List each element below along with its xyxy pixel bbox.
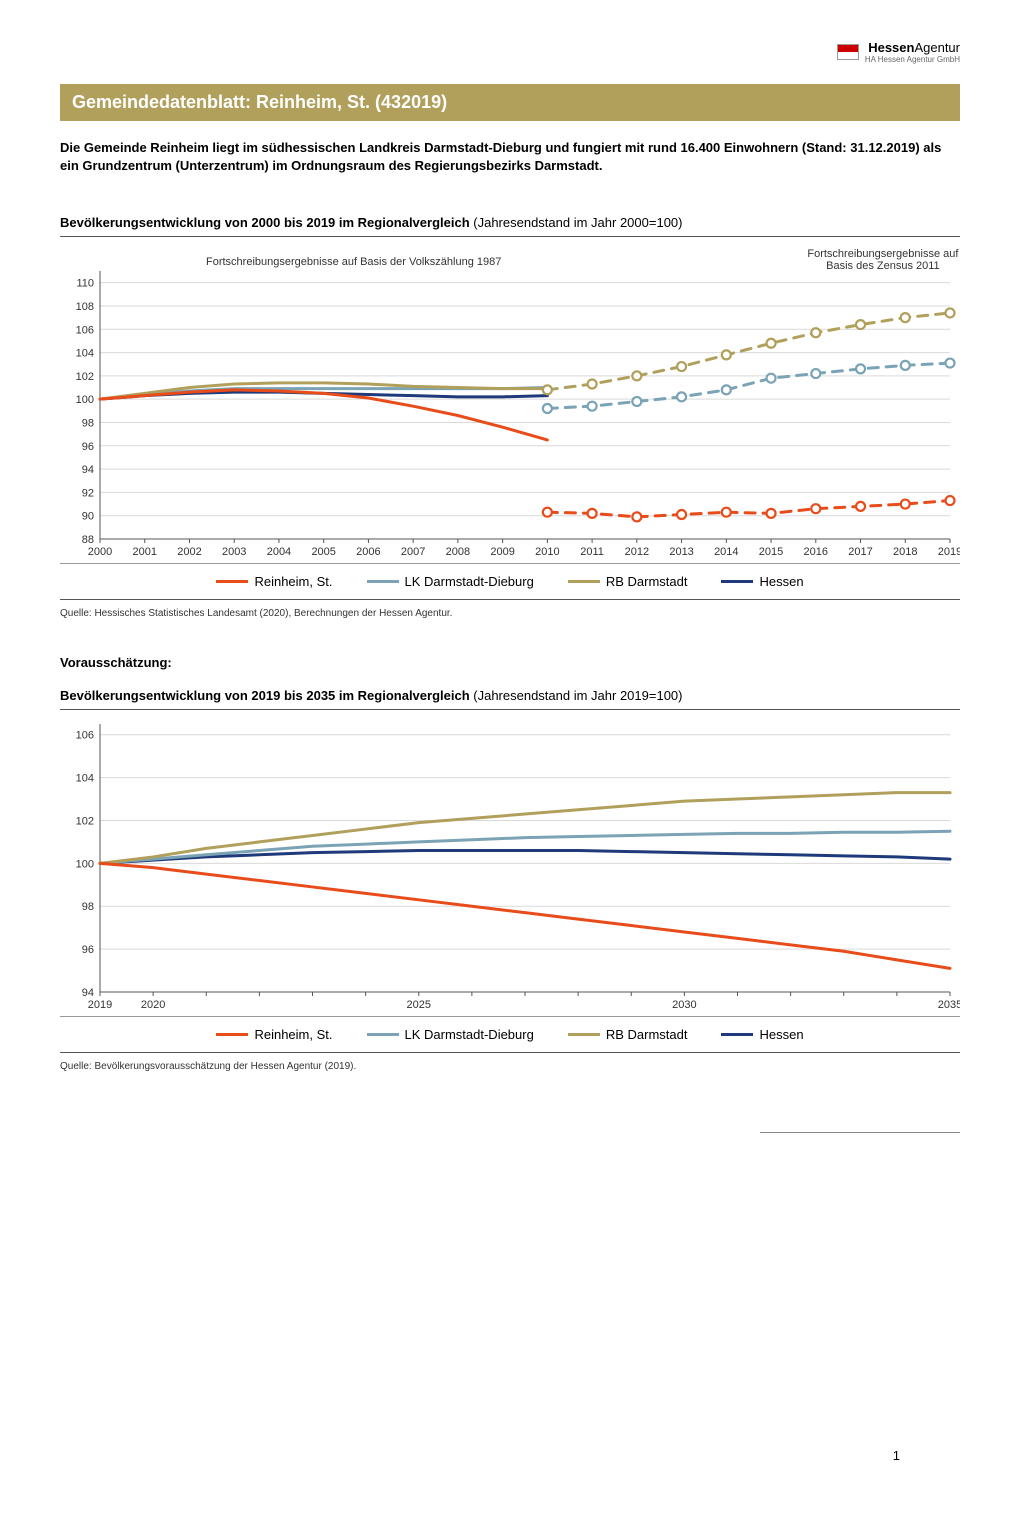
svg-text:106: 106 (76, 325, 94, 337)
svg-text:102: 102 (76, 371, 94, 383)
brand-logo: HessenAgentur HA Hessen Agentur GmbH (837, 40, 960, 64)
svg-text:Fortschreibungsergebnisse auf: Fortschreibungsergebnisse auf Basis der … (206, 256, 501, 268)
legend-swatch (568, 580, 600, 583)
svg-text:98: 98 (82, 418, 94, 430)
chart2-source: Quelle: Bevölkerungsvorausschätzung der … (60, 1061, 960, 1072)
svg-text:104: 104 (76, 348, 94, 360)
chart1-title-sub: (Jahresendstand im Jahr 2000=100) (470, 215, 683, 230)
svg-text:Basis des Zensus 2011: Basis des Zensus 2011 (826, 260, 940, 272)
svg-text:2000: 2000 (88, 546, 112, 558)
legend-swatch (367, 580, 399, 583)
footer-divider (760, 1132, 960, 1133)
legend-swatch (721, 580, 753, 583)
legend-label: Hessen (759, 1027, 803, 1042)
svg-text:2030: 2030 (672, 999, 696, 1011)
svg-text:2019: 2019 (88, 999, 112, 1011)
legend-item: Hessen (721, 1027, 803, 1042)
legend-item: Reinheim, St. (216, 574, 332, 589)
intro-paragraph: Die Gemeinde Reinheim liegt im südhessis… (60, 139, 960, 175)
chart2-title: Bevölkerungsentwicklung von 2019 bis 203… (60, 688, 960, 703)
legend-label: RB Darmstadt (606, 1027, 688, 1042)
svg-text:Fortschreibungsergebnisse auf: Fortschreibungsergebnisse auf (807, 248, 959, 260)
svg-text:96: 96 (82, 944, 94, 956)
legend-label: Hessen (759, 574, 803, 589)
header-logo: HessenAgentur HA Hessen Agentur GmbH (60, 40, 960, 64)
svg-text:2001: 2001 (132, 546, 156, 558)
svg-text:88: 88 (82, 534, 94, 546)
legend-item: RB Darmstadt (568, 1027, 688, 1042)
svg-text:2019: 2019 (938, 546, 960, 558)
chart2-svg: 94 96 98 100 102 104 106 2019 2020 2025 2030 2035 (60, 716, 960, 1016)
svg-text:102: 102 (76, 816, 94, 828)
hessen-flag-icon (837, 44, 859, 60)
legend-item: LK Darmstadt-Dieburg (367, 574, 534, 589)
legend-label: Reinheim, St. (254, 1027, 332, 1042)
chart1-source: Quelle: Hessisches Statistisches Landesa… (60, 608, 960, 619)
legend-swatch (216, 1033, 248, 1036)
svg-text:94: 94 (82, 464, 94, 476)
chart2-legend: Reinheim, St. LK Darmstadt-Dieburg RB Darm… (60, 1016, 960, 1046)
svg-text:2018: 2018 (893, 546, 917, 558)
chart2-title-sub: (Jahresendstand im Jahr 2019=100) (470, 688, 683, 703)
legend-swatch (721, 1033, 753, 1036)
chart1-legend: Reinheim, St. LK Darmstadt-Dieburg RB Darm… (60, 563, 960, 593)
svg-text:2003: 2003 (222, 546, 246, 558)
svg-text:2035: 2035 (938, 999, 960, 1011)
svg-text:98: 98 (82, 902, 94, 914)
svg-text:2014: 2014 (714, 546, 738, 558)
svg-text:2016: 2016 (804, 546, 828, 558)
chart1-container: 88 90 92 94 96 98 100 102 104 106 108 110 2000 2001 20… (60, 236, 960, 600)
svg-text:2009: 2009 (490, 546, 514, 558)
svg-text:2025: 2025 (407, 999, 431, 1011)
legend-item: LK Darmstadt-Dieburg (367, 1027, 534, 1042)
legend-item: Reinheim, St. (216, 1027, 332, 1042)
legend-label: LK Darmstadt-Dieburg (405, 574, 534, 589)
brand-text: HessenAgentur HA Hessen Agentur GmbH (865, 40, 960, 64)
chart1-title: Bevölkerungsentwicklung von 2000 bis 201… (60, 215, 960, 230)
brand-light: Agentur (914, 40, 960, 55)
legend-item: RB Darmstadt (568, 574, 688, 589)
svg-text:2012: 2012 (625, 546, 649, 558)
page-title-bar: Gemeindedatenblatt: Reinheim, St. (43201… (60, 84, 960, 121)
svg-text:2015: 2015 (759, 546, 783, 558)
svg-text:96: 96 (82, 441, 94, 453)
chart1-title-main: Bevölkerungsentwicklung von 2000 bis 201… (60, 215, 470, 230)
legend-swatch (568, 1033, 600, 1036)
svg-text:2005: 2005 (311, 546, 335, 558)
svg-text:2008: 2008 (446, 546, 470, 558)
legend-swatch (367, 1033, 399, 1036)
chart1-svg: 88 90 92 94 96 98 100 102 104 106 108 110 2000 2001 20… (60, 243, 960, 563)
legend-swatch (216, 580, 248, 583)
brand-sub: HA Hessen Agentur GmbH (865, 55, 960, 64)
svg-text:2017: 2017 (848, 546, 872, 558)
svg-text:90: 90 (82, 511, 94, 523)
legend-label: Reinheim, St. (254, 574, 332, 589)
svg-text:2002: 2002 (177, 546, 201, 558)
legend-item: Hessen (721, 574, 803, 589)
svg-text:2006: 2006 (356, 546, 380, 558)
svg-text:2020: 2020 (141, 999, 165, 1011)
svg-text:2004: 2004 (267, 546, 291, 558)
legend-label: LK Darmstadt-Dieburg (405, 1027, 534, 1042)
svg-text:2013: 2013 (669, 546, 693, 558)
chart2-container: 94 96 98 100 102 104 106 2019 2020 2025 2030 2035 R… (60, 709, 960, 1053)
svg-text:92: 92 (82, 488, 94, 500)
svg-text:110: 110 (76, 278, 94, 290)
chart2-title-main: Bevölkerungsentwicklung von 2019 bis 203… (60, 688, 470, 703)
svg-text:104: 104 (76, 773, 94, 785)
svg-text:100: 100 (76, 859, 94, 871)
svg-text:2011: 2011 (580, 546, 604, 558)
svg-text:100: 100 (76, 395, 94, 407)
svg-text:2010: 2010 (535, 546, 559, 558)
brand-bold: Hessen (868, 40, 914, 55)
svg-text:94: 94 (82, 987, 94, 999)
legend-label: RB Darmstadt (606, 574, 688, 589)
forecast-label: Vorausschätzung: (60, 655, 960, 670)
page-number: 1 (893, 1448, 900, 1463)
svg-text:108: 108 (76, 301, 94, 313)
svg-text:106: 106 (76, 730, 94, 742)
svg-text:2007: 2007 (401, 546, 425, 558)
